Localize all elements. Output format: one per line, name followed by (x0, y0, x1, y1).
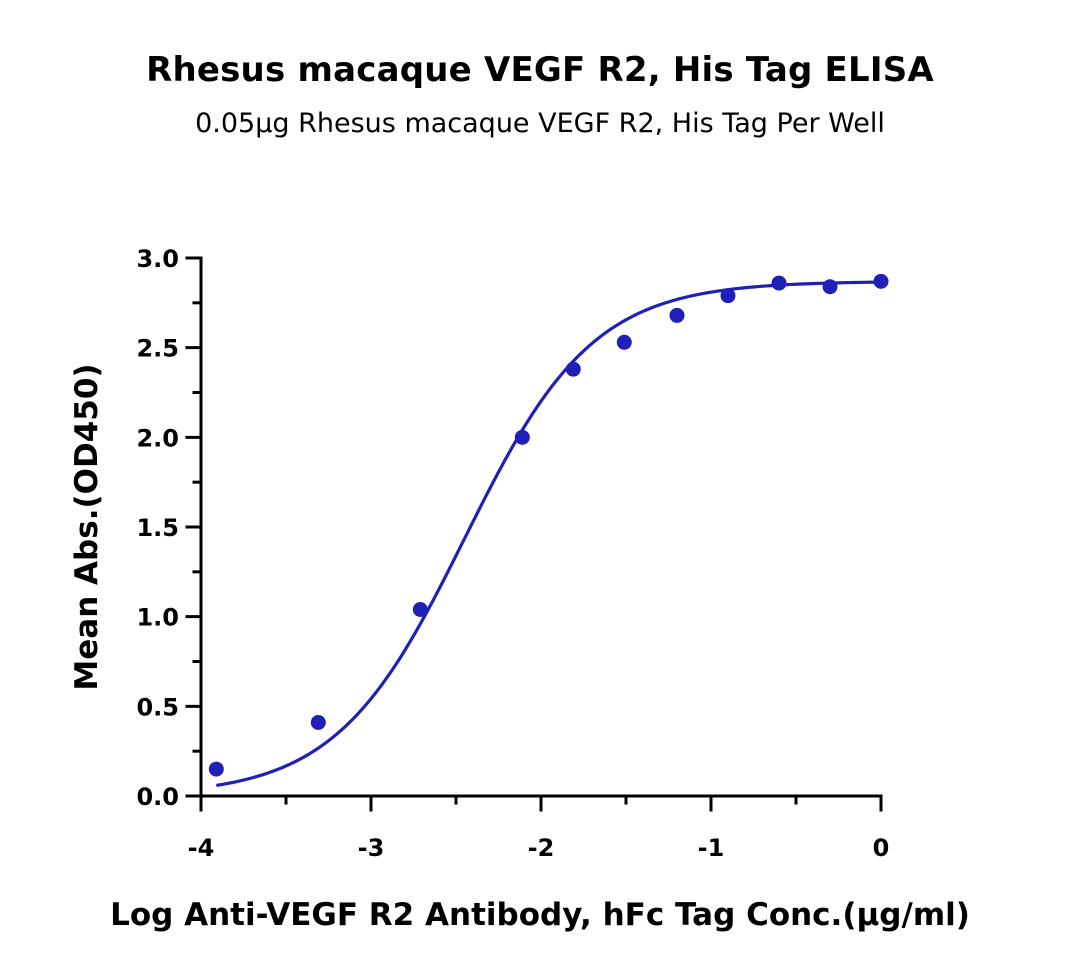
chart-subtitle: 0.05μg Rhesus macaque VEGF R2, His Tag P… (195, 108, 885, 139)
data-point (771, 275, 787, 291)
y-tick-label: 2.0 (136, 424, 179, 452)
y-tick-label: 1.0 (136, 604, 179, 632)
data-point (669, 307, 685, 323)
data-point (873, 273, 889, 289)
y-tick-label: 0.5 (136, 693, 179, 721)
fit-curve (216, 280, 882, 788)
axes: 0.0 0.5 1.0 1.5 2.0 2.5 3.0 -4 -3 -2 -1 0 (136, 245, 889, 862)
data-point (208, 761, 224, 777)
y-tick-label: 2.5 (136, 335, 179, 363)
data-point (412, 601, 428, 617)
chart-title: Rhesus macaque VEGF R2, His Tag ELISA (146, 50, 934, 90)
x-tick-label: -2 (528, 834, 555, 862)
y-axis-title: Mean Abs.(OD450) (69, 363, 105, 690)
x-axis-title: Log Anti-VEGF R2 Antibody, hFc Tag Conc.… (110, 897, 970, 933)
data-point (565, 361, 581, 377)
data-point (720, 288, 736, 304)
data-points-layer (208, 273, 889, 777)
x-tick-label: -1 (698, 834, 725, 862)
y-tick-label: 3.0 (136, 245, 179, 273)
x-tick-label: -3 (358, 834, 385, 862)
x-tick-label: -4 (188, 834, 215, 862)
data-point (616, 334, 632, 350)
data-point (310, 714, 326, 730)
fit-curve-layer (216, 280, 882, 788)
x-tick-label: 0 (873, 834, 890, 862)
y-tick-label: 0.0 (136, 783, 179, 811)
data-point (514, 429, 530, 445)
data-point (822, 279, 838, 295)
y-tick-label: 1.5 (136, 514, 179, 542)
